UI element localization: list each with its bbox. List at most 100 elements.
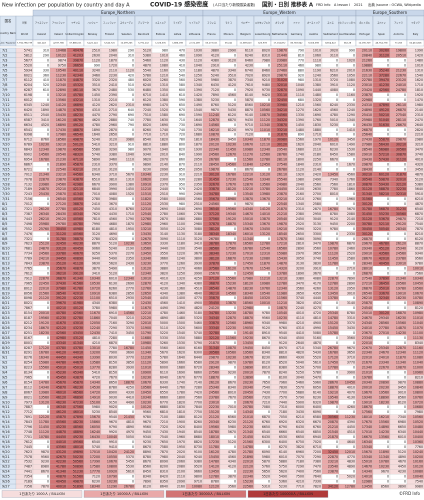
- cell-value: 22670: [379, 366, 389, 370]
- cell-value: 33110: [277, 93, 287, 97]
- cell-value: 10230: [124, 242, 134, 246]
- cell-value: 6580: [194, 361, 202, 365]
- cell-value: 2490: [313, 177, 321, 181]
- cell-value: 0: [387, 63, 389, 67]
- cell-value: 10540: [277, 311, 287, 315]
- cell-value: 1360: [177, 286, 185, 290]
- cell-value: 9450: [228, 138, 236, 142]
- cell-value: 9920: [109, 430, 117, 434]
- cell-value: 2410: [109, 83, 117, 87]
- cell-value: 0: [132, 271, 134, 275]
- cell-value: 41560: [73, 281, 83, 285]
- cell-value: 4310: [296, 326, 304, 330]
- date: 8/13: [2, 262, 10, 266]
- cell-value: 5430: [313, 351, 321, 355]
- column-jp: ベルギー: [241, 21, 250, 25]
- column-en: Monaco: [224, 32, 234, 36]
- cell-value: 870: [179, 162, 185, 166]
- cell-value: 11450: [39, 425, 49, 429]
- cell-value: 13210: [141, 227, 151, 231]
- cell-value: 21120: [243, 420, 253, 424]
- cell-value: 6650: [296, 435, 304, 439]
- corner-jp: 国名: [5, 18, 12, 23]
- cell-value: 2910: [211, 63, 219, 67]
- cell-value: 2970: [296, 252, 304, 256]
- cell-value: 1080: [177, 217, 185, 221]
- cell-value: 4780: [228, 450, 236, 454]
- cell-value: 0: [336, 405, 338, 409]
- cell-value: 5080: [313, 331, 321, 335]
- cell-value: 2230: [109, 73, 117, 77]
- cell-value: 3120: [92, 232, 100, 236]
- cell-value: 22010: [243, 460, 253, 464]
- cell-value: 26870: [396, 108, 406, 112]
- cell-value: 4560: [228, 93, 236, 97]
- cell-value: 11560: [226, 336, 236, 340]
- cell-value: 10980: [260, 281, 270, 285]
- date: 8/2: [2, 207, 7, 211]
- cell-value: 6860: [194, 371, 202, 375]
- cell-value: 5900: [296, 400, 304, 404]
- cell-value: 18560: [56, 138, 66, 142]
- cell-value: 980: [128, 148, 134, 152]
- cell-value: 7540: [415, 222, 423, 226]
- cell-value: 2950: [347, 286, 355, 290]
- cell-value: 20560: [396, 281, 406, 285]
- cell-value: 3010: [347, 291, 355, 295]
- cell-value: 2780: [194, 212, 202, 216]
- cell-value: 7050: [279, 415, 287, 419]
- cell-value: 45010: [73, 366, 83, 370]
- cell-value: 0: [132, 480, 134, 484]
- cell-value: 24310: [362, 103, 372, 107]
- cell-value: 5230: [211, 98, 219, 102]
- cell-value: 8380: [279, 366, 287, 370]
- cell-value: 42230: [73, 296, 83, 300]
- cell-value: 23210: [56, 172, 66, 176]
- date: 7/13: [2, 108, 10, 112]
- cell-value: 3820: [296, 445, 304, 449]
- cell-value: 15230: [226, 281, 236, 285]
- date: 8/20: [2, 296, 10, 300]
- cell-value: 5120: [109, 271, 117, 275]
- cell-value: 21340: [243, 430, 253, 434]
- cell-value: 0: [404, 440, 406, 444]
- cell-value: 640: [128, 108, 134, 112]
- cell-value: 13870: [260, 217, 270, 221]
- cell-value: 4080: [109, 192, 117, 196]
- cell-value: 20890: [379, 380, 389, 384]
- cell-value: 5040: [296, 361, 304, 365]
- cell-value: 800: [179, 143, 185, 147]
- cell-value: 4690: [109, 232, 117, 236]
- cell-value: 3650: [347, 351, 355, 355]
- cell-value: 19540: [328, 395, 338, 399]
- date: 8/6: [2, 227, 7, 231]
- cell-value: 44870: [56, 430, 66, 434]
- cell-value: 5700: [313, 366, 321, 370]
- cell-value: 17390: [90, 460, 100, 464]
- cell-value: 6910: [109, 311, 117, 315]
- cell-value: 5180: [194, 311, 202, 315]
- cell-value: 45870: [73, 162, 83, 166]
- cell-value: 15670: [362, 450, 372, 454]
- cell-value: 33120: [56, 247, 66, 251]
- cell-value: 8287: [24, 346, 32, 350]
- cell-value: 4120: [228, 83, 236, 87]
- cell-value: 9450: [143, 430, 151, 434]
- corner-pop: 人口 / Population: [0, 42, 16, 45]
- cell-value: 18670: [39, 326, 49, 330]
- cell-value: 7681: [24, 247, 32, 251]
- cell-value: 4680: [109, 222, 117, 226]
- cell-value: 30560: [328, 415, 338, 419]
- cell-value: 29780: [56, 222, 66, 226]
- cell-value: 1620: [296, 143, 304, 147]
- cell-value: 9870: [245, 202, 253, 206]
- cell-value: 0: [132, 133, 134, 137]
- cell-value: 17200: [90, 455, 100, 459]
- cell-value: 4390: [347, 420, 355, 424]
- cell-value: 7710: [143, 133, 151, 137]
- cell-value: 19870: [209, 167, 219, 171]
- cell-value: 5250: [296, 371, 304, 375]
- cell-value: 33670: [379, 291, 389, 295]
- cell-value: 43870: [73, 376, 83, 380]
- date: 9/17: [2, 435, 10, 439]
